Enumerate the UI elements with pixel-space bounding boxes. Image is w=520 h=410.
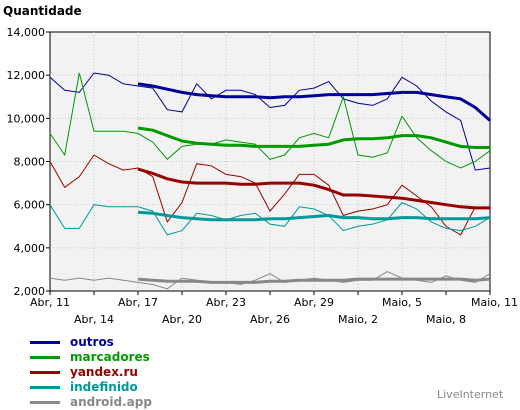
series-line-daily-yandex-ru: [49, 154, 491, 236]
y-tick-label: 8,000: [14, 156, 46, 169]
legend-item-android: android.app: [30, 395, 152, 409]
legend-item-outros: outros: [30, 335, 152, 349]
x-tick-label: Abr, 29: [294, 296, 334, 309]
series-line-trend-outros: [137, 82, 491, 122]
x-tick-label: Abr, 14: [74, 313, 114, 326]
series-line-daily-outros: [49, 72, 491, 171]
series-line-trend-android-app: [137, 277, 491, 284]
legend-label-outros: outros: [70, 335, 114, 349]
legend-item-yandex: yandex.ru: [30, 365, 152, 379]
y-tick-label: 4,000: [14, 242, 46, 255]
x-tick-label: Maio, 5: [382, 296, 422, 309]
legend-item-indefinido: indefinido: [30, 380, 152, 394]
legend-swatch-android: [30, 400, 60, 404]
series-line-trend-indefinido: [137, 210, 491, 222]
series-line-trend-marcadores: [137, 126, 490, 149]
series-lines: [49, 72, 491, 290]
x-tick-label: Abr, 23: [206, 296, 246, 309]
legend-label-yandex: yandex.ru: [70, 365, 138, 379]
series-line-trend-yandex-ru: [137, 167, 490, 210]
x-tick-label: Abr, 20: [162, 313, 202, 326]
y-tick-label: 12,000: [7, 69, 46, 82]
x-tick-label: Maio, 8: [426, 313, 466, 326]
x-tick-label: Maio, 2: [338, 313, 378, 326]
y-axis: 2,000 4,000 6,000 8,000 10,000 12,000 14,000: [7, 26, 50, 298]
x-tick-label: Abr, 26: [250, 313, 290, 326]
grid-lines: [50, 32, 490, 291]
y-tick-label: 14,000: [7, 26, 46, 39]
line-chart: Quantidade 2,000 4,000 6,000 8,000 10,000 12,…: [3, 4, 518, 326]
x-tick-label: Abr, 11: [30, 296, 70, 309]
y-axis-title: Quantidade: [3, 4, 82, 18]
legend-label-android: android.app: [70, 395, 152, 409]
legend-item-marcadores: marcadores: [30, 350, 152, 364]
legend-swatch-indefinido: [30, 385, 60, 389]
x-axis: Abr, 11 Abr, 14 Abr, 17 Abr, 20 Abr, 23 Abr, …: [30, 291, 518, 326]
series-line-daily-marcadores: [49, 72, 491, 169]
legend-swatch-yandex: [30, 370, 60, 374]
x-tick-label: Maio, 11: [471, 296, 518, 309]
watermark-logo: LiveInternet: [437, 388, 504, 401]
y-tick-label: 10,000: [7, 112, 46, 125]
legend-swatch-marcadores: [30, 355, 60, 359]
legend-label-marcadores: marcadores: [70, 350, 150, 364]
x-tick-label: Abr, 17: [118, 296, 158, 309]
y-tick-label: 6,000: [14, 199, 46, 212]
y-tick-label: 2,000: [14, 285, 46, 298]
legend-swatch-outros: [30, 340, 60, 344]
legend-label-indefinido: indefinido: [70, 380, 138, 394]
series-line-daily-indefinido: [49, 201, 491, 236]
legend: outros marcadores yandex.ru indefinido a…: [30, 335, 152, 410]
